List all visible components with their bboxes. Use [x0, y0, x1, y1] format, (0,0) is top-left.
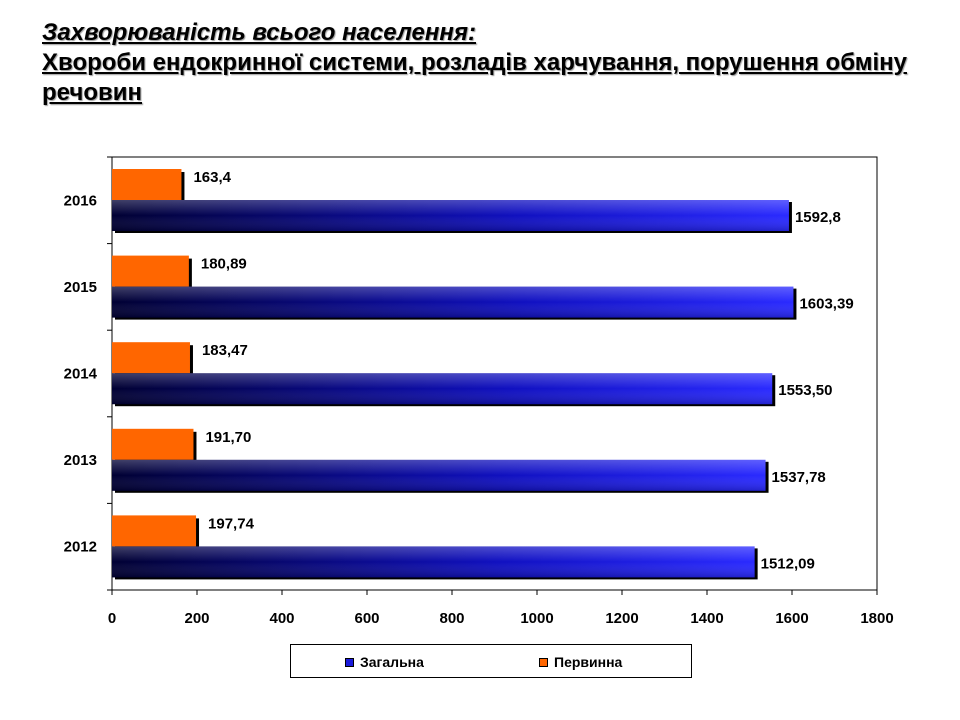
x-tick-label-200: 200: [184, 610, 209, 627]
bar-total-shine: [112, 286, 794, 318]
bar-primary-2016: [112, 169, 182, 200]
x-tick-label-0: 0: [108, 610, 116, 627]
legend-swatch-total: [345, 657, 354, 667]
chart-legend: Загальна Первинна: [290, 644, 692, 678]
data-label-primary-2014: 183,47: [202, 342, 248, 359]
category-label-2015: 2015: [64, 279, 97, 296]
bar-total-shine: [112, 373, 773, 405]
data-label-total-2012: 1512,09: [761, 555, 815, 572]
x-tick-label-800: 800: [439, 610, 464, 627]
legend-swatch-primary: [539, 657, 548, 667]
data-label-total-2015: 1603,39: [799, 296, 853, 313]
legend-label-primary: Первинна: [554, 654, 623, 670]
x-tick-label-1000: 1000: [520, 610, 553, 627]
title-line-1: Захворюваність всього населення:: [42, 19, 476, 46]
legend-item-primary: Первинна: [539, 654, 622, 670]
legend-label-total: Загальна: [360, 654, 424, 670]
category-label-2012: 2012: [64, 539, 97, 556]
x-tick-label-1600: 1600: [775, 610, 808, 627]
category-label-2014: 2014: [64, 366, 98, 383]
data-label-total-2013: 1537,78: [772, 469, 826, 486]
x-tick-label-600: 600: [354, 610, 379, 627]
data-label-primary-2015: 180,89: [201, 256, 247, 273]
category-label-2013: 2013: [64, 452, 97, 469]
x-tick-label-1400: 1400: [690, 610, 723, 627]
bar-total-shine: [112, 459, 766, 491]
bar-primary-2012: [112, 515, 197, 547]
data-label-total-2014: 1553,50: [778, 382, 832, 399]
bar-primary-2014: [112, 342, 190, 374]
legend-item-total: Загальна: [345, 654, 424, 670]
bar-primary-2015: [112, 255, 189, 287]
x-tick-label-1200: 1200: [605, 610, 638, 627]
bar-total-shine: [112, 546, 755, 578]
x-tick-label-400: 400: [269, 610, 294, 627]
data-label-primary-2013: 191,70: [205, 429, 251, 446]
title-line-2: Хвороби ендокринної системи, розладів ха…: [42, 49, 907, 106]
data-label-total-2016: 1592,8: [795, 209, 841, 226]
category-label-2016: 2016: [64, 192, 97, 209]
data-label-primary-2016: 163,4: [193, 169, 231, 186]
x-tick-label-1800: 1800: [860, 610, 893, 627]
data-label-primary-2012: 197,74: [208, 515, 255, 532]
bar-total-shine: [112, 200, 789, 231]
bar-primary-2013: [112, 428, 194, 460]
chart-title: Захворюваність всього населення: Хвороби…: [42, 18, 942, 108]
